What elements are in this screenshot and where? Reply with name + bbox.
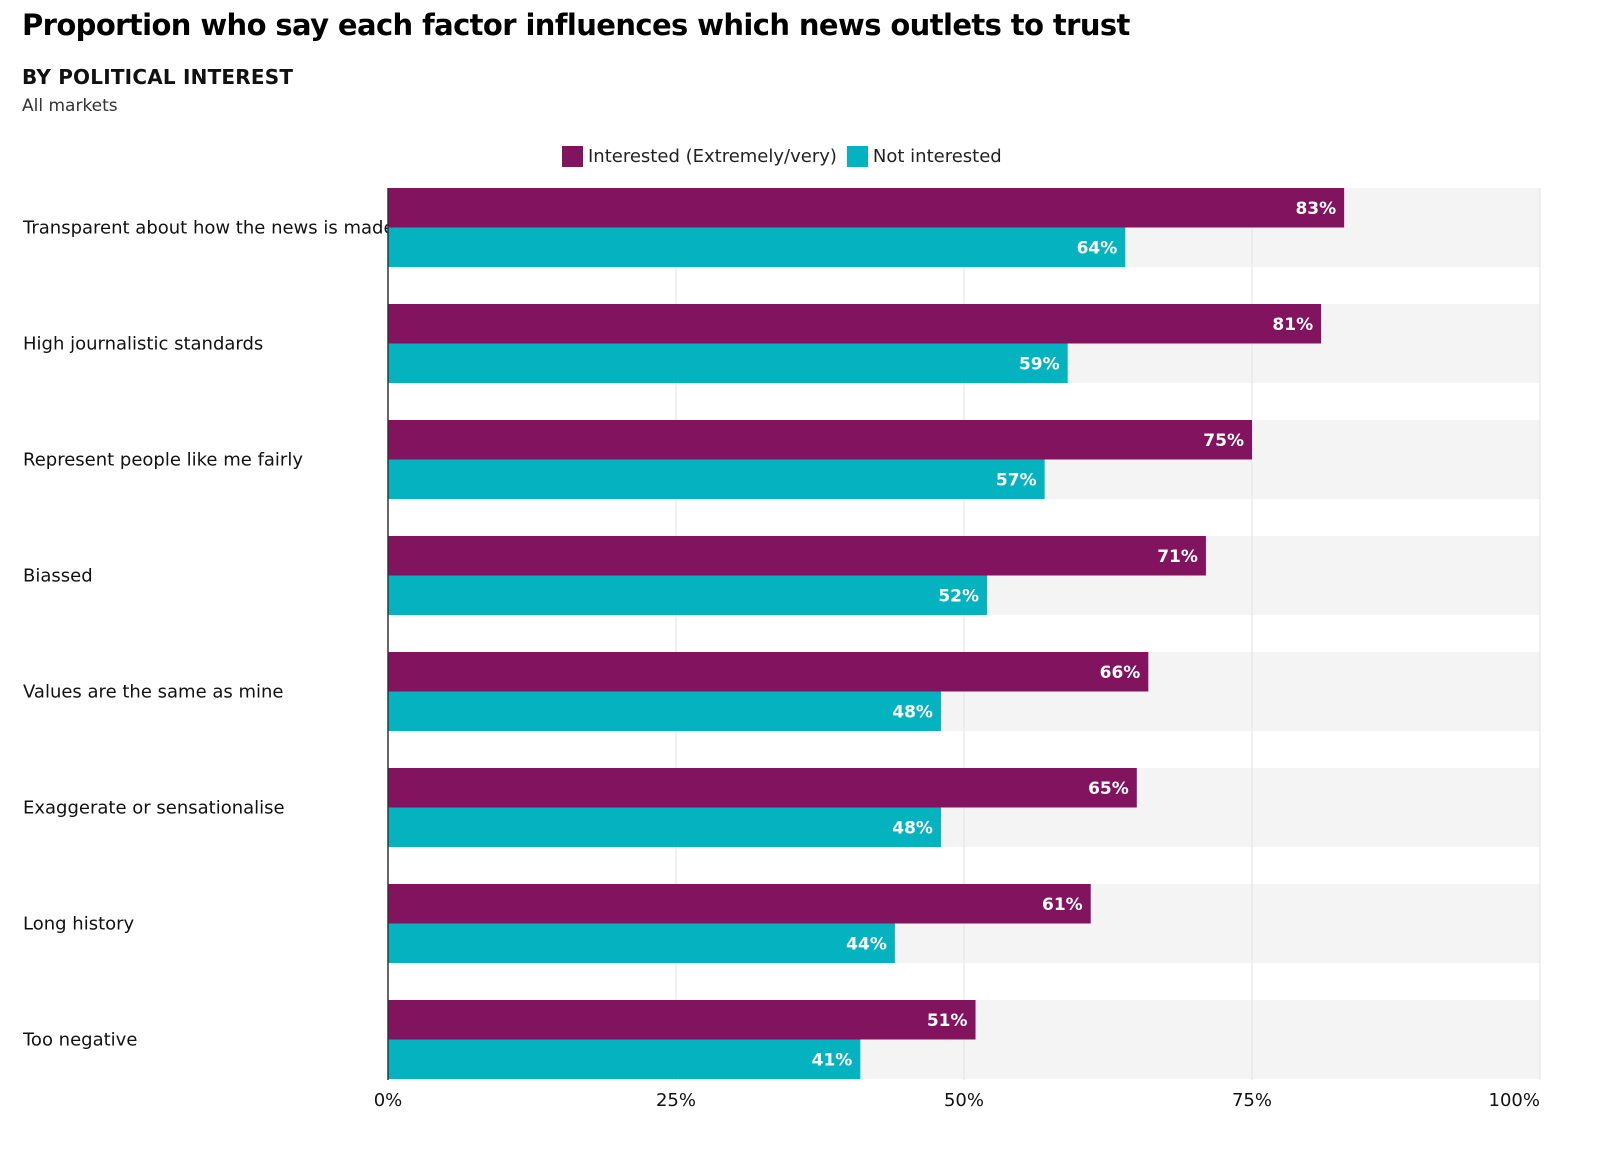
x-tick-label: 100% [1489,1090,1540,1111]
bar-value-label: 65% [1088,779,1129,799]
x-tick-label: 75% [1232,1090,1272,1111]
bar-not-interested [388,459,1045,499]
legend-item-interested: Interested (Extremely/very) [562,146,837,167]
bar-value-label: 44% [846,934,887,954]
category-label: Values are the same as mine [23,682,284,703]
bar-not-interested [388,691,941,731]
bar-value-label: 52% [938,586,979,606]
bar-value-label: 51% [927,1011,968,1031]
bar-value-label: 48% [892,702,933,722]
category-label: Long history [23,914,135,935]
category-label: Exaggerate or sensationalise [23,798,285,819]
legend: Interested (Extremely/very) Not interest… [562,146,1012,167]
chart-note: All markets [22,96,118,116]
bar-value-label: 75% [1203,431,1244,451]
bar-value-label: 61% [1042,895,1083,915]
x-tick-label: 50% [944,1090,984,1111]
bar-not-interested [388,227,1126,267]
category-label: Represent people like me fairly [23,450,303,471]
bar-not-interested [388,807,941,847]
chart-subtitle: BY POLITICAL INTEREST [22,65,294,89]
bar-value-label: 41% [812,1050,853,1070]
bar-value-label: 59% [1019,354,1060,374]
bar-not-interested [388,923,895,963]
bar-interested [388,1000,976,1040]
category-label: Too negative [22,1030,137,1051]
bar-value-label: 81% [1272,315,1313,335]
x-tick-label: 0% [374,1090,403,1111]
bar-value-label: 83% [1295,199,1336,219]
bar-value-label: 57% [996,470,1037,490]
bar-value-label: 71% [1157,547,1198,567]
legend-item-not-interested: Not interested [846,146,1002,167]
bar-interested [388,652,1149,692]
bar-interested [388,768,1137,808]
bar-value-label: 64% [1077,238,1118,258]
bar-interested [388,884,1091,924]
bar-not-interested [388,575,988,615]
bar-interested [388,536,1206,576]
legend-label-interested: Interested (Extremely/very) [588,146,837,167]
chart-title: Proportion who say each factor influence… [22,8,1130,42]
bar-interested [388,304,1322,344]
category-label: Biassed [23,566,93,587]
bar-not-interested [388,1039,861,1079]
bar-value-label: 48% [892,818,933,838]
legend-swatch-not-interested [846,146,868,167]
bar-value-label: 66% [1100,663,1141,683]
category-label: High journalistic standards [23,334,263,355]
bar-interested [388,420,1252,460]
x-tick-label: 25% [656,1090,696,1111]
category-label: Transparent about how the news is made [22,218,395,239]
legend-label-not-interested: Not interested [872,146,1002,167]
legend-swatch-interested [562,146,583,167]
bar-not-interested [388,343,1068,383]
bar-interested [388,188,1345,228]
